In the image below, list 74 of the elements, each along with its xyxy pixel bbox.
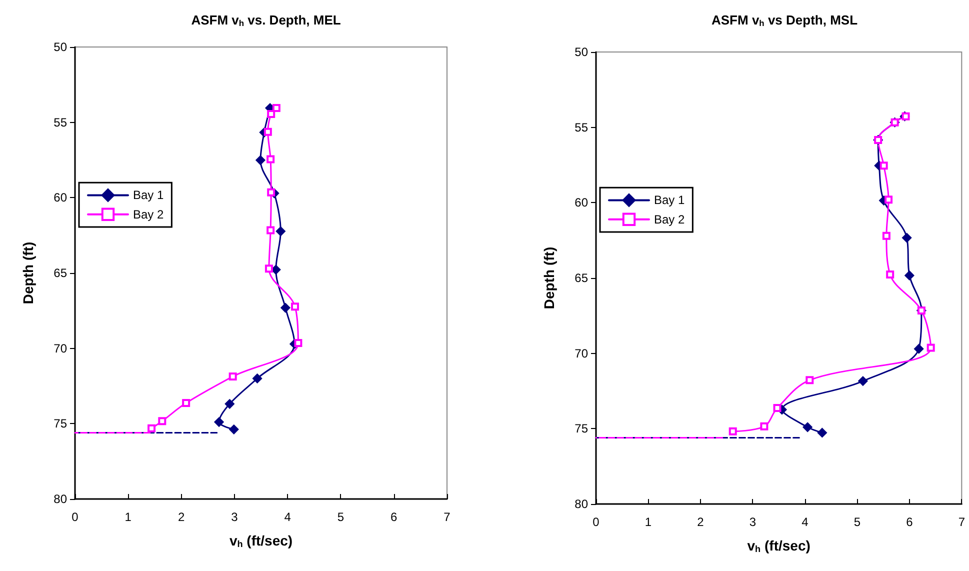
point	[802, 422, 812, 432]
legend-label: Bay 2	[654, 212, 686, 226]
y-tick-label: 50	[574, 45, 588, 59]
point	[760, 422, 768, 430]
y-tick-label: 55	[574, 120, 588, 134]
point	[914, 344, 924, 354]
point	[294, 339, 302, 348]
point	[858, 376, 868, 386]
x-tick-label: 4	[802, 515, 809, 529]
point	[886, 270, 894, 279]
x-tick-label: 2	[178, 510, 185, 524]
point	[271, 264, 281, 274]
point	[229, 424, 239, 434]
point	[267, 188, 276, 196]
y-tick-label: 60	[574, 196, 588, 210]
point	[773, 404, 782, 412]
x-tick-label: 3	[749, 515, 756, 529]
point	[276, 226, 286, 236]
point	[228, 372, 237, 381]
y-tick-label: 80	[574, 497, 588, 511]
point	[728, 427, 737, 436]
x-tick-label: 1	[644, 515, 652, 529]
x-tick-label: 5	[337, 510, 344, 524]
y-tick-label: 65	[574, 271, 588, 285]
x-tick-label: 6	[906, 515, 914, 529]
legend-label: Bay 1	[133, 188, 164, 202]
x-tick-label: 7	[444, 510, 451, 524]
x-tick-label: 7	[958, 515, 966, 529]
y-tick-label: 75	[54, 416, 68, 431]
legend-label: Bay 1	[654, 193, 686, 208]
x-axis-title: vh (ft/sec)	[229, 532, 293, 549]
x-tick-label: 5	[854, 515, 861, 529]
legend-label: Bay 2	[133, 207, 164, 222]
y-axis-title: Depth (ft)	[20, 242, 36, 304]
x-tick-label: 6	[390, 510, 398, 524]
y-tick-label: 55	[54, 115, 68, 130]
point	[902, 233, 912, 243]
point	[264, 264, 273, 273]
point	[806, 376, 814, 384]
point	[280, 303, 290, 313]
point	[882, 232, 890, 240]
point	[272, 104, 280, 112]
y-tick-label: 80	[54, 492, 68, 506]
x-axis-title: vh (ft/sec)	[747, 538, 810, 554]
y-tick-label: 65	[54, 266, 68, 280]
y-axis-title: Depth (ft)	[541, 246, 557, 310]
point	[266, 155, 275, 164]
y-tick-label: 70	[574, 346, 588, 360]
x-tick-label: 2	[697, 515, 704, 529]
point	[926, 344, 935, 352]
point	[214, 417, 224, 427]
point	[884, 196, 893, 204]
x-tick-label: 0	[592, 515, 600, 529]
point	[158, 417, 166, 426]
point	[264, 128, 272, 136]
x-tick-label: 3	[231, 510, 238, 524]
y-tick-label: 70	[54, 341, 68, 356]
point	[148, 424, 156, 432]
point	[256, 155, 266, 165]
point	[817, 428, 827, 438]
x-tick-label: 0	[72, 510, 79, 524]
x-tick-label: 1	[124, 510, 132, 524]
y-tick-label: 75	[574, 422, 588, 436]
x-tick-label: 4	[284, 510, 292, 524]
point	[267, 110, 276, 118]
point	[880, 162, 888, 170]
point	[291, 302, 300, 311]
point	[904, 270, 914, 280]
y-tick-label: 50	[54, 40, 68, 54]
point	[182, 399, 190, 408]
point	[252, 374, 262, 384]
point	[224, 399, 234, 409]
y-tick-label: 60	[54, 190, 68, 205]
point	[266, 226, 275, 234]
